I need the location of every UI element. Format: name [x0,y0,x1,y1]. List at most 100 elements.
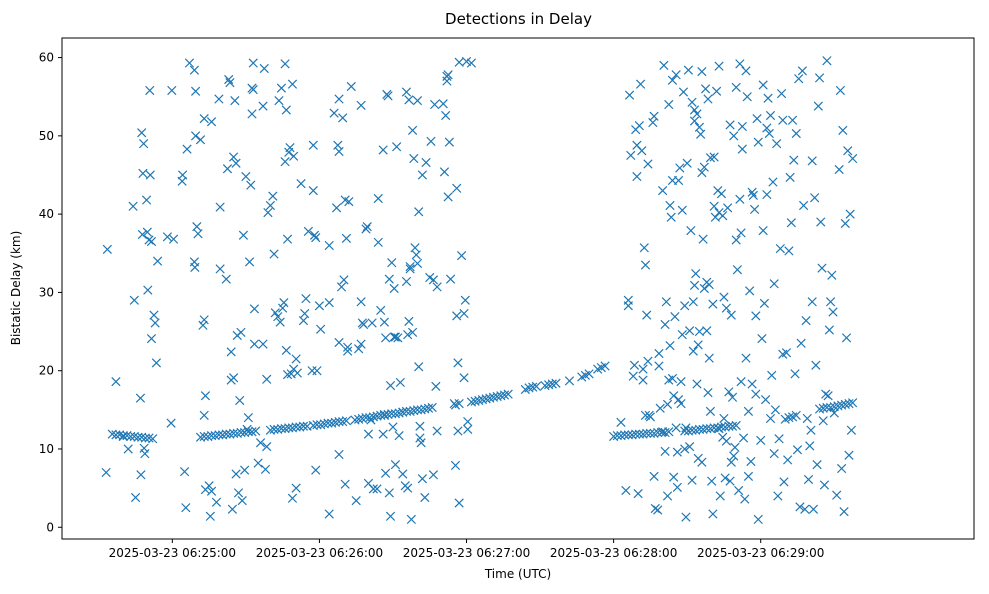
data-point-x-marker [743,406,754,417]
data-point-x-marker [731,420,741,431]
data-point-x-marker [662,491,673,501]
data-point-x-marker [638,364,648,374]
data-point-x-marker [834,164,844,175]
data-point-x-marker [237,496,247,506]
data-point-x-marker [654,361,664,371]
data-point-x-marker [190,131,201,141]
data-point-x-marker [741,66,751,76]
data-point-x-marker [204,481,214,491]
data-point-x-marker [659,60,669,71]
data-point-x-marker [193,229,203,239]
data-point-x-marker [403,330,413,340]
data-point-x-marker [282,234,293,244]
data-point-x-marker [265,200,276,211]
data-point-x-marker [734,485,744,496]
data-point-x-marker [776,88,787,99]
data-point-x-marker [528,382,538,392]
data-point-x-marker [649,111,659,121]
data-point-x-marker [214,94,224,104]
data-point-x-marker [691,425,701,435]
data-point-x-marker [452,311,462,321]
data-point-x-marker [356,339,366,349]
data-point-x-marker [839,506,849,517]
data-point-x-marker [463,416,473,427]
data-point-x-marker [412,258,423,269]
data-point-x-marker [383,409,393,420]
data-point-x-marker [143,285,153,295]
data-point-x-marker [724,421,734,431]
data-point-x-marker [684,442,695,452]
data-point-x-marker [281,345,291,355]
data-point-x-marker [404,95,414,105]
data-point-x-marker [551,378,561,388]
data-point-x-marker [768,177,778,187]
data-point-x-marker [703,94,713,104]
data-point-x-marker [101,467,111,478]
data-point-x-marker [677,205,687,215]
data-point-x-marker [417,474,428,484]
data-point-x-marker [368,484,378,494]
data-point-x-marker [149,310,159,320]
data-point-x-marker [231,158,241,168]
data-point-x-marker [423,403,434,413]
data-point-x-marker [828,307,838,317]
data-point-x-marker [215,202,225,212]
data-point-x-marker [357,413,367,424]
data-point-x-marker [356,297,366,307]
data-point-x-marker [775,243,785,254]
data-point-x-marker [336,282,347,292]
data-point-x-marker [637,146,647,156]
data-point-x-marker [702,326,712,336]
data-point-x-marker [699,283,709,294]
data-point-x-marker [789,155,799,165]
data-point-x-marker [441,110,451,121]
data-point-x-marker [225,77,235,88]
data-point-x-marker [691,269,701,279]
data-point-x-marker [206,486,217,496]
data-point-x-marker [453,426,463,436]
data-point-x-marker [141,195,152,205]
data-point-x-marker [392,142,402,152]
data-point-x-marker [639,243,649,253]
data-point-x-marker [340,479,350,489]
data-point-x-marker [846,425,857,435]
data-point-x-marker [544,380,554,390]
data-points [101,56,858,525]
data-point-x-marker [829,408,839,418]
data-point-x-marker [454,57,464,67]
data-point-x-marker [814,404,825,414]
data-point-x-marker [367,318,377,328]
data-point-x-marker [274,96,284,106]
data-point-x-marker [344,196,354,207]
data-point-x-marker [658,427,668,437]
data-point-x-marker [770,405,781,415]
data-point-x-marker [144,235,154,245]
data-point-x-marker [759,298,770,308]
data-point-x-marker [742,92,752,102]
data-point-x-marker [365,413,375,423]
data-point-x-marker [735,194,745,204]
data-point-x-marker [705,423,716,434]
data-point-x-marker [452,183,462,193]
data-point-x-marker [199,431,209,442]
data-point-x-marker [797,66,808,76]
data-point-x-marker [356,100,366,110]
data-point-x-marker [623,301,633,311]
data-point-x-marker [738,433,749,443]
data-point-x-marker [244,257,255,267]
data-point-x-marker [405,264,415,274]
data-point-x-marker [731,235,741,245]
data-point-x-marker [683,65,694,75]
data-point-x-marker [203,431,213,442]
data-point-x-marker [190,86,201,96]
data-point-x-marker [812,460,822,470]
data-point-x-marker [339,275,349,285]
data-point-x-marker [714,423,724,434]
data-point-x-marker [398,469,408,479]
data-point-x-marker [405,261,415,272]
data-point-x-marker [640,260,651,270]
data-point-x-marker [817,263,827,273]
data-point-x-marker [362,222,372,232]
data-point-x-marker [765,110,776,121]
